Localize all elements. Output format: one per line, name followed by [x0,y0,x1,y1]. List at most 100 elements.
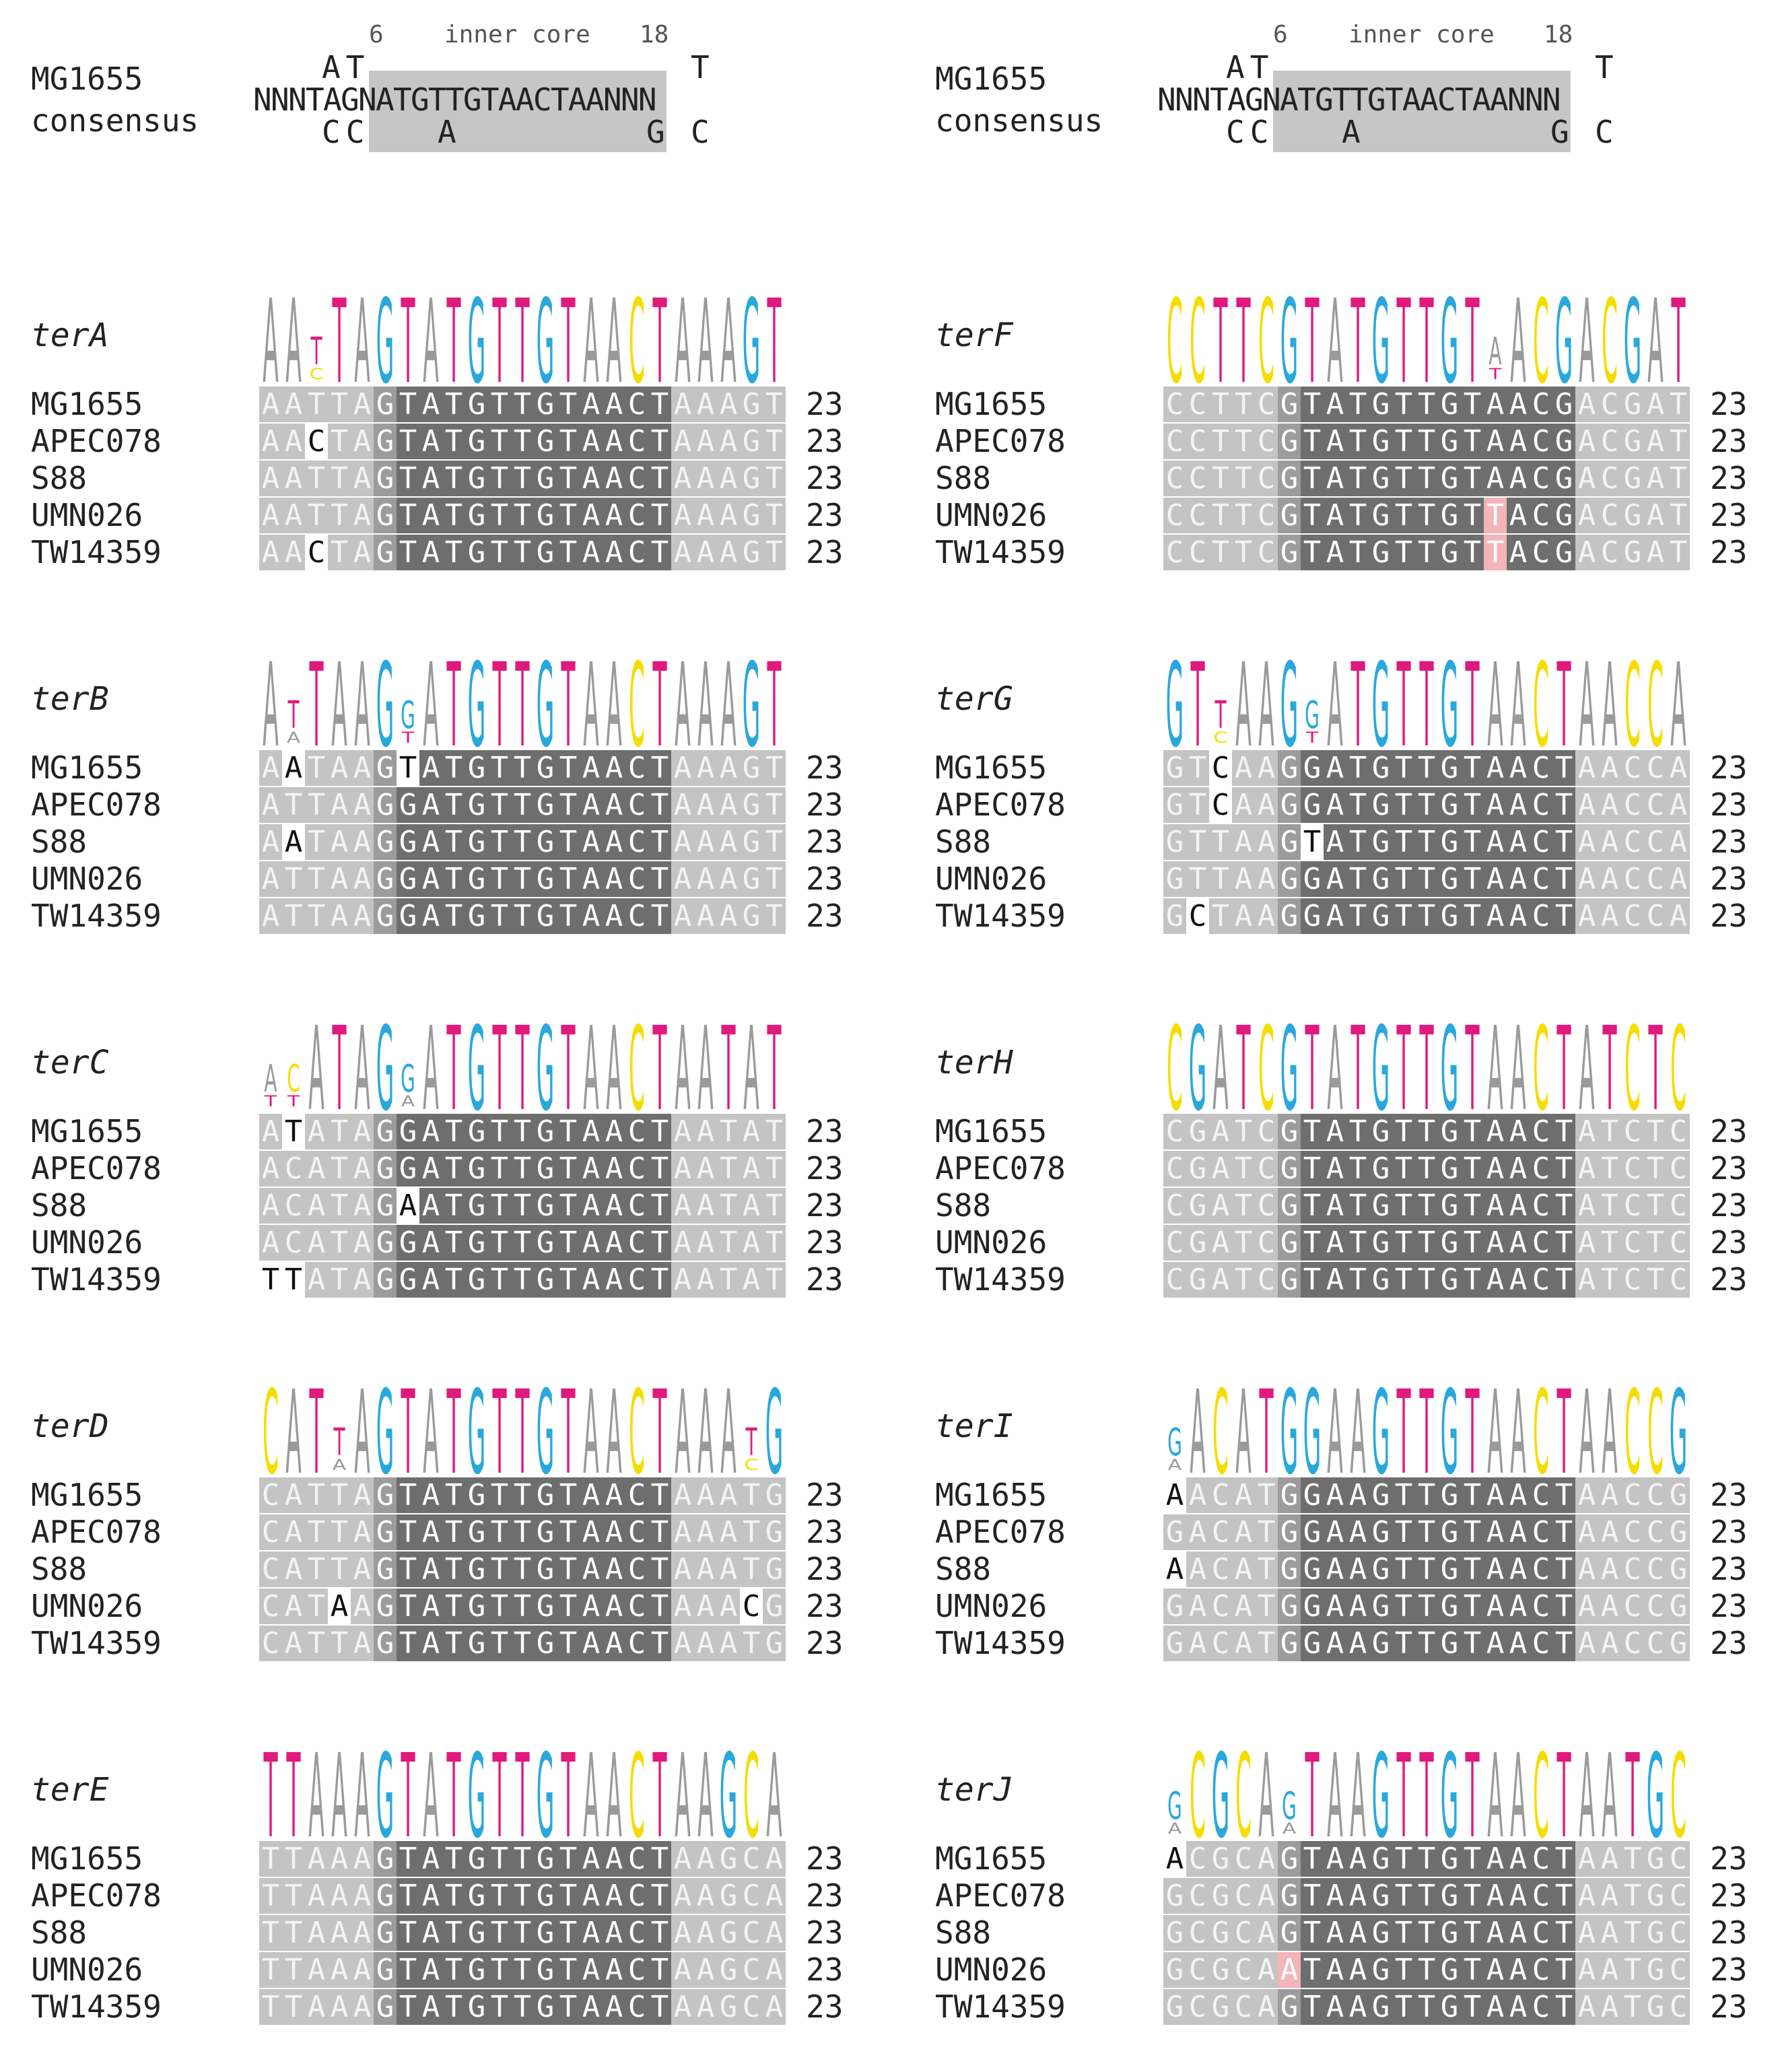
base-cell: T [1461,1262,1484,1298]
base-cell: T [511,750,534,786]
base-cell: T [1598,1114,1621,1149]
base-cell: T [557,1915,580,1951]
base-cell: G [1186,1262,1209,1298]
base-cell: G [763,1477,786,1513]
base-cell: G [1438,387,1461,422]
base-cell: T [511,1915,534,1951]
base-cell: G [534,461,557,496]
base-cell: T [557,1551,580,1587]
base-cell: G [534,1989,557,2025]
base-cell: G [374,1551,397,1587]
base-cell: T [1461,750,1484,786]
base-cell: G [1667,1551,1690,1587]
base-cell: T [511,1188,534,1224]
base-cell: T [1415,1952,1438,1988]
sequence-logo: A TA T A A G GT A T G T T G T A A C T A A A G T [263,640,782,774]
base-cell: T [648,750,671,786]
base-cell: T [442,1262,465,1298]
logo-letter: T [492,1367,507,1501]
match-count: 23 [1710,497,1748,533]
base-cell: T [1186,861,1209,897]
logo-column: A [606,640,622,774]
base-cell: G [1163,1878,1186,1914]
base-cell: T [488,1188,511,1224]
logo-column: A [331,1731,347,1865]
base-cell: G [534,1915,557,1951]
base-cell: A [1598,1551,1621,1587]
base-cell: A [580,1225,603,1261]
logo-letter: A [697,1003,714,1137]
logo-letter: T [1419,1731,1434,1865]
base-cell: T [305,750,328,786]
logo-letter: A [766,1731,782,1865]
base-cell: T [648,1225,671,1261]
base-cell: T [442,1878,465,1914]
strain-label: UMN026 [31,1588,143,1624]
base-cell: G [1278,1551,1301,1587]
base-cell: T [305,387,328,422]
match-count: 23 [1710,1477,1748,1513]
logo-column: A [354,1003,370,1137]
base-cell: A [603,1151,625,1187]
logo-column: T [492,1731,507,1865]
base-cell: T [648,824,671,860]
strain-label: APEC078 [935,1150,1066,1187]
base-cell: G [1369,387,1392,422]
base-cell: G [1369,1114,1392,1149]
base-cell: T [282,861,305,897]
base-cell: C [1530,1477,1552,1513]
base-cell: G [534,535,557,570]
ter-panel-terF: terF C C T T C G T A T G T T G T A T A C G A C G A T MG1655 C C T T C G… [904,266,1773,616]
base-cell: G [1163,1626,1186,1661]
base-cell: A [419,461,442,496]
base-cell: T [511,824,534,860]
base-cell: A [1484,1262,1507,1298]
logo-letter: T [1236,1003,1251,1137]
logo-letter-top: C [287,1057,300,1101]
logo-column: T [1465,1003,1480,1137]
base-cell: G [1438,1225,1461,1261]
strain-label: MG1655 [31,1840,143,1877]
base-cell: G [1369,1551,1392,1587]
match-count: 23 [1710,386,1748,422]
strain-label: TW14359 [935,898,1066,934]
base-cell: A [351,1514,374,1550]
base-cell: T [1232,498,1255,533]
base-cell: T [328,1188,351,1224]
consensus-bottom-g: G [646,114,665,150]
consensus-sequence: NNNTAGNATGTTGTAACTAANNN [1157,81,1561,118]
base-cell: C [1163,1151,1186,1187]
logo-letter: T [561,1367,576,1501]
base-cell: T [1209,461,1232,496]
base-cell: T [1346,750,1369,786]
base-cell: G [1369,898,1392,934]
consensus-top-right: T [1595,49,1614,86]
base-cell: T [763,1114,786,1149]
base-cell: T [740,1477,763,1513]
logo-column: T [1465,1731,1480,1865]
base-cell: A [1346,1989,1369,2025]
base-cell: A [671,1989,694,2025]
base-cell: T [1621,1952,1644,1988]
base-cell: T [557,387,580,422]
logo-column: A [1510,1731,1526,1865]
match-count: 23 [1710,460,1748,496]
base-cell: A [694,535,717,570]
base-cell: C [1667,1188,1690,1224]
base-cell: A [740,1151,763,1187]
base-cell: T [648,1952,671,1988]
base-cell: A [1324,461,1346,496]
base-cell: A [259,824,282,860]
base-cell: C [740,1952,763,1988]
base-cell: A [1484,1225,1507,1261]
base-cell: C [1621,787,1644,823]
base-cell: C [1530,461,1552,496]
base-cell: A [580,461,603,496]
logo-column: A [1212,1003,1229,1137]
base-cell: G [534,1477,557,1513]
base-cell: T [763,535,786,570]
base-cell: A [305,1225,328,1261]
base-cell: T [763,1151,786,1187]
base-cell: T [511,387,534,422]
logo-column: T [767,1003,782,1137]
